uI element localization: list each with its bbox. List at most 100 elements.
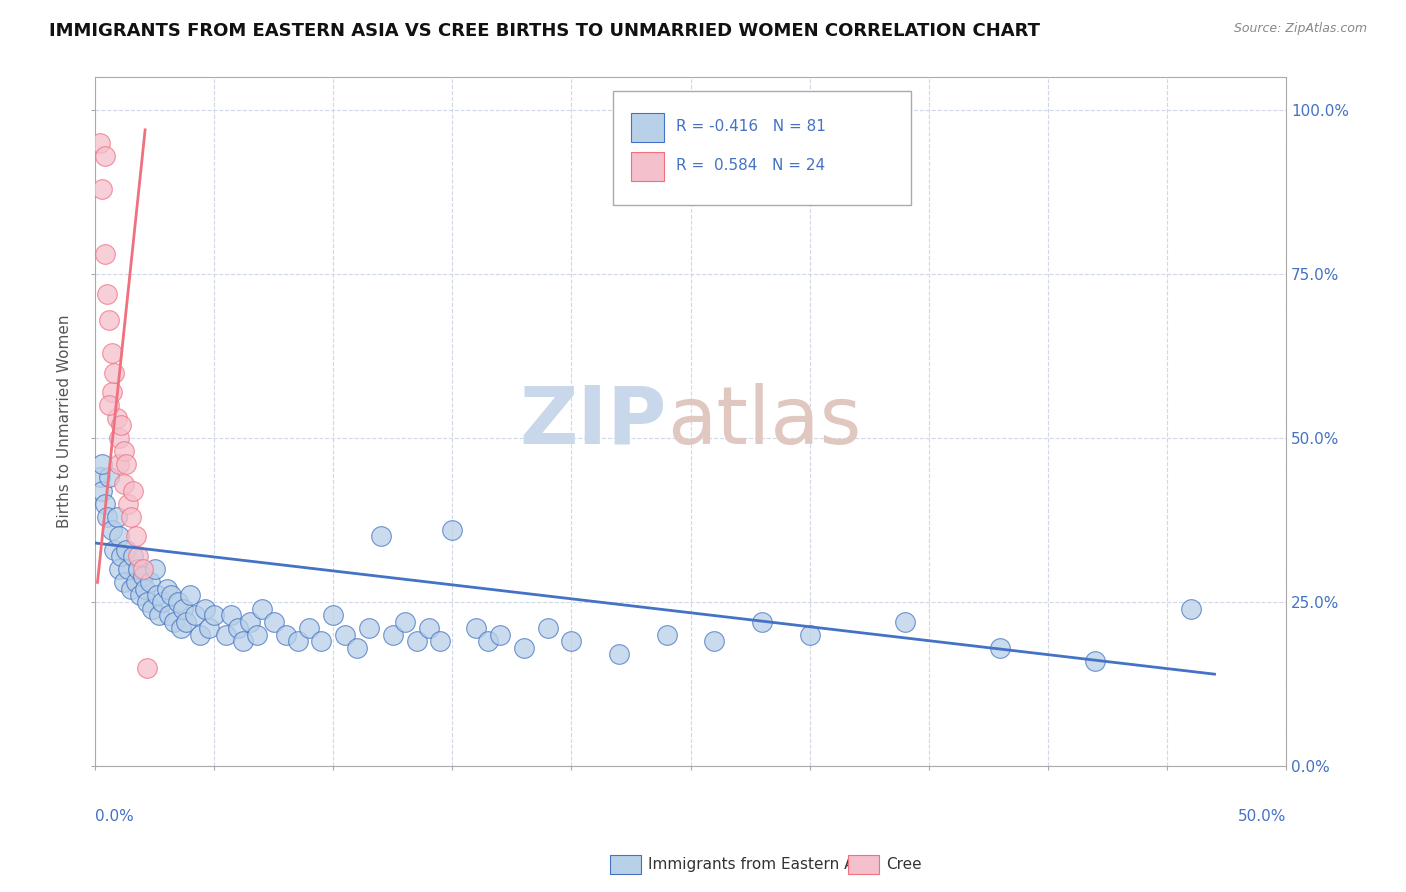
Point: [311, 634, 333, 648]
Point: [117, 562, 139, 576]
Point: [136, 660, 159, 674]
Point: [127, 549, 149, 563]
Point: [93, 247, 115, 261]
Point: [188, 628, 211, 642]
Point: [239, 615, 262, 629]
Point: [124, 575, 146, 590]
Point: [405, 634, 427, 648]
Point: [179, 589, 201, 603]
Point: [799, 628, 821, 642]
Point: [394, 615, 416, 629]
Point: [465, 621, 488, 635]
Point: [167, 595, 190, 609]
Point: [155, 582, 177, 596]
Point: [100, 385, 122, 400]
Point: [226, 621, 249, 635]
Point: [322, 608, 344, 623]
Point: [246, 628, 269, 642]
Point: [110, 549, 132, 563]
Point: [172, 601, 194, 615]
Text: R = -0.416   N = 81: R = -0.416 N = 81: [676, 119, 827, 134]
Point: [105, 509, 128, 524]
Point: [1084, 654, 1107, 668]
Point: [127, 562, 149, 576]
Point: [263, 615, 285, 629]
Point: [429, 634, 451, 648]
Point: [96, 286, 118, 301]
Text: Cree: Cree: [886, 857, 921, 871]
Point: [136, 595, 159, 609]
Point: [477, 634, 499, 648]
Point: [91, 182, 114, 196]
Point: [112, 477, 135, 491]
Point: [148, 608, 170, 623]
Point: [91, 458, 114, 472]
Point: [89, 470, 111, 484]
Point: [607, 648, 630, 662]
Point: [988, 640, 1011, 655]
Point: [184, 608, 207, 623]
Point: [115, 458, 138, 472]
Point: [110, 417, 132, 432]
Point: [100, 523, 122, 537]
Point: [150, 595, 173, 609]
Point: [98, 398, 121, 412]
Point: [129, 589, 152, 603]
Point: [146, 589, 169, 603]
Point: [381, 628, 404, 642]
Point: [108, 458, 131, 472]
Point: [298, 621, 321, 635]
Point: [98, 470, 121, 484]
Text: 0.0%: 0.0%: [96, 808, 134, 823]
Point: [108, 431, 131, 445]
Point: [103, 366, 125, 380]
Point: [160, 589, 183, 603]
Point: [132, 569, 155, 583]
Point: [560, 634, 582, 648]
Text: IMMIGRANTS FROM EASTERN ASIA VS CREE BIRTHS TO UNMARRIED WOMEN CORRELATION CHART: IMMIGRANTS FROM EASTERN ASIA VS CREE BIR…: [49, 22, 1040, 40]
Point: [122, 549, 145, 563]
Point: [108, 529, 131, 543]
Point: [370, 529, 392, 543]
Text: atlas: atlas: [666, 383, 860, 460]
FancyBboxPatch shape: [613, 91, 911, 205]
Point: [143, 562, 166, 576]
Point: [250, 601, 273, 615]
Point: [287, 634, 309, 648]
Point: [202, 608, 225, 623]
Point: [418, 621, 440, 635]
Point: [163, 615, 186, 629]
Point: [346, 640, 368, 655]
FancyBboxPatch shape: [631, 113, 664, 142]
Point: [134, 582, 156, 596]
Point: [215, 628, 238, 642]
Point: [513, 640, 536, 655]
Point: [96, 509, 118, 524]
Point: [357, 621, 380, 635]
Point: [117, 497, 139, 511]
Point: [91, 483, 114, 498]
Text: Source: ZipAtlas.com: Source: ZipAtlas.com: [1233, 22, 1367, 36]
Point: [93, 149, 115, 163]
Point: [112, 575, 135, 590]
Point: [105, 411, 128, 425]
Point: [120, 509, 142, 524]
Point: [157, 608, 180, 623]
Point: [194, 601, 217, 615]
Point: [139, 575, 162, 590]
Point: [120, 582, 142, 596]
Point: [93, 497, 115, 511]
Point: [103, 542, 125, 557]
Point: [98, 313, 121, 327]
Point: [274, 628, 297, 642]
Point: [655, 628, 678, 642]
Text: Immigrants from Eastern Asia: Immigrants from Eastern Asia: [648, 857, 876, 871]
Point: [441, 523, 464, 537]
Point: [894, 615, 917, 629]
Point: [112, 444, 135, 458]
Point: [703, 634, 725, 648]
Point: [115, 542, 138, 557]
Point: [489, 628, 512, 642]
Point: [751, 615, 773, 629]
Point: [122, 483, 145, 498]
